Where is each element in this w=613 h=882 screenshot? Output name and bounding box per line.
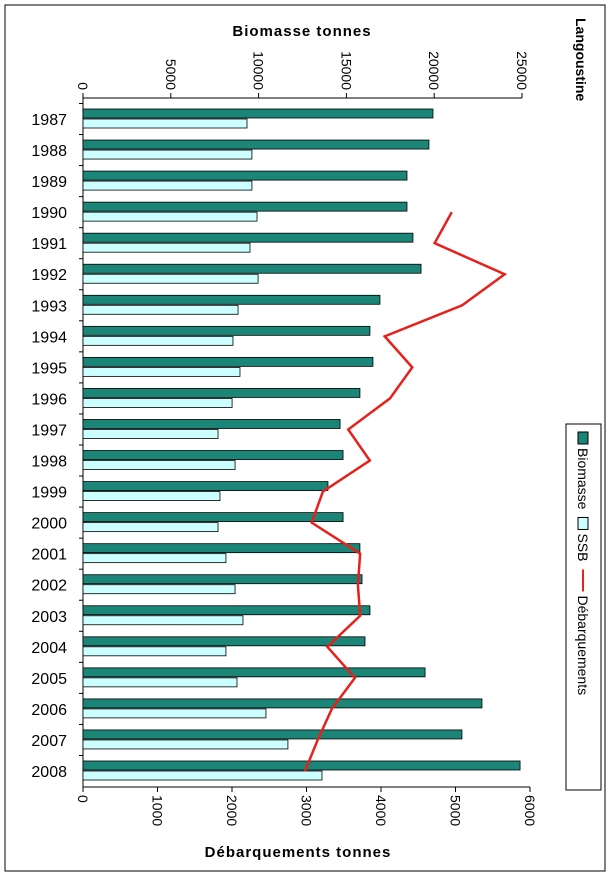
y-tick-label: 2005 [31, 671, 67, 688]
x2-tick-label: 3000 [299, 795, 315, 826]
bar [83, 264, 421, 273]
bar [83, 523, 218, 532]
bar [83, 150, 252, 159]
bar [83, 647, 226, 656]
bar [83, 585, 235, 594]
bar [83, 181, 252, 190]
bar [83, 336, 233, 345]
bar [83, 740, 288, 749]
y-tick-label: 1995 [31, 360, 67, 377]
bar [83, 109, 433, 118]
bar [83, 761, 520, 770]
bar [83, 451, 343, 460]
y-tick-label: 1999 [31, 485, 67, 502]
x2-tick-label: 6000 [522, 795, 538, 826]
bar [83, 699, 482, 708]
y-tick-label: 1988 [31, 143, 67, 160]
bar [83, 482, 328, 491]
bar [83, 461, 235, 470]
bar [83, 274, 258, 283]
y-tick-label: 2003 [31, 609, 67, 626]
bar [83, 606, 370, 615]
bar [83, 668, 425, 677]
y-tick-label: 2002 [31, 578, 67, 595]
bar [83, 233, 413, 242]
y-tick-label: 2008 [31, 764, 67, 781]
bar [83, 119, 247, 128]
legend-swatch [578, 432, 588, 444]
bar [83, 554, 226, 563]
bar [83, 709, 266, 718]
bar [83, 367, 240, 376]
bar [83, 513, 343, 522]
x2-tick-label: 2000 [224, 795, 240, 826]
legend-label: Débarquements [575, 595, 591, 695]
bar [83, 202, 407, 211]
y-tick-label: 2004 [31, 640, 67, 657]
x2-tick-label: 0 [75, 795, 91, 803]
x2-tick-label: 5000 [448, 795, 464, 826]
bar [83, 171, 407, 180]
x-tick-label: 10000 [251, 51, 267, 90]
y-tick-label: 1994 [31, 329, 67, 346]
x-tick-label: 25000 [514, 51, 530, 90]
x-axis-title: Biomasse tonnes [232, 23, 371, 40]
bar [83, 637, 365, 646]
x-tick-label: 0 [75, 82, 91, 90]
bar [83, 305, 238, 314]
bar [83, 678, 237, 687]
bar [83, 771, 322, 780]
bar [83, 398, 232, 407]
y-tick-label: 1997 [31, 422, 67, 439]
y-tick-label: 1993 [31, 298, 67, 315]
y-tick-label: 1992 [31, 267, 67, 284]
y-tick-label: 2001 [31, 547, 67, 564]
bar [83, 388, 360, 397]
chart: Biomasse tonnes Débarquements tonnes Lan… [0, 0, 613, 877]
bar [83, 326, 370, 335]
x2-axis-title: Débarquements tonnes [205, 844, 392, 861]
bar [83, 357, 373, 366]
legend-label: Biomasse [575, 448, 591, 510]
bar [83, 616, 243, 625]
bar [83, 419, 340, 428]
chart-title: Langoustine [573, 18, 589, 101]
y-tick-label: 1990 [31, 205, 67, 222]
bar [83, 212, 257, 221]
bar [83, 429, 218, 438]
x-tick-label: 5000 [163, 59, 179, 90]
legend-swatch [578, 517, 588, 529]
bar [83, 730, 462, 739]
legend-label: SSB [575, 533, 591, 561]
y-tick-label: 1991 [31, 236, 67, 253]
y-tick-label: 1996 [31, 391, 67, 408]
x2-tick-label: 4000 [373, 795, 389, 826]
bar [83, 295, 380, 304]
y-tick-label: 2007 [31, 733, 67, 750]
x-tick-label: 15000 [338, 51, 354, 90]
x2-tick-label: 1000 [150, 795, 166, 826]
y-tick-label: 1987 [31, 112, 67, 129]
y-tick-label: 1998 [31, 454, 67, 471]
y-tick-label: 2000 [31, 516, 67, 533]
bar [83, 544, 360, 553]
x-tick-label: 20000 [426, 51, 442, 90]
bar [83, 140, 429, 149]
y-tick-label: 2006 [31, 702, 67, 719]
bar [83, 575, 362, 584]
y-tick-label: 1989 [31, 174, 67, 191]
bar [83, 492, 220, 501]
bar [83, 243, 250, 252]
